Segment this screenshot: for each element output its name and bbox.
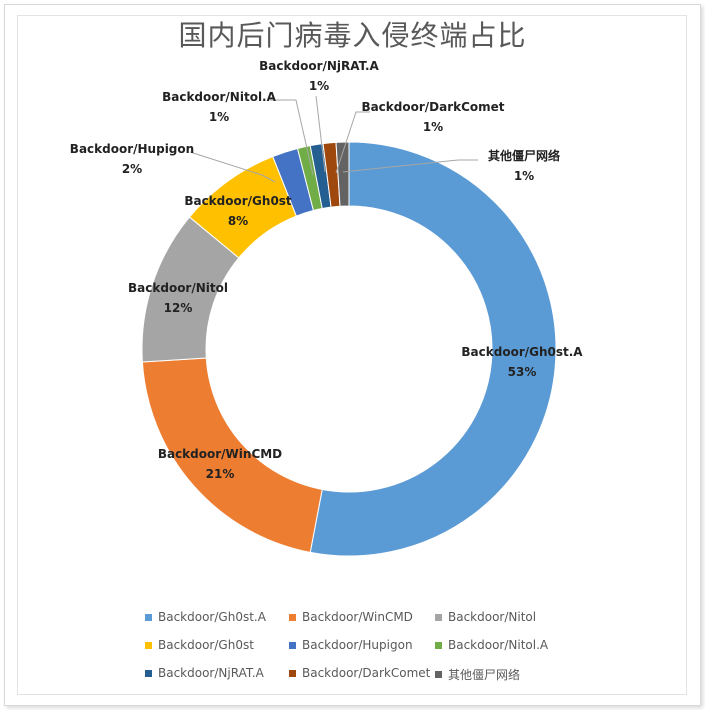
legend-label: 其他僵尸网络 bbox=[448, 668, 521, 682]
donut-slice-8 bbox=[335, 141, 350, 207]
slice-percent-label-3: 8% bbox=[228, 214, 248, 228]
slice-percent-label-8: 1% bbox=[514, 169, 534, 183]
leader-line-7 bbox=[335, 111, 370, 174]
slice-percent-label-2: 12% bbox=[164, 301, 193, 315]
slice-percent-label-7: 1% bbox=[423, 120, 443, 134]
slice-percent-label-6: 1% bbox=[309, 79, 329, 93]
slice-percent-label-4: 2% bbox=[122, 162, 142, 176]
slice-name-label-1: Backdoor/WinCMD bbox=[158, 447, 282, 461]
legend-label: Backdoor/WinCMD bbox=[302, 610, 413, 624]
slice-percent-label-5: 1% bbox=[209, 110, 229, 124]
donut-slice-0 bbox=[309, 141, 557, 557]
legend-swatch bbox=[145, 613, 152, 621]
legend-label: Backdoor/DarkComet bbox=[302, 666, 431, 680]
legend-swatch bbox=[435, 641, 442, 649]
leader-line-4 bbox=[189, 151, 276, 183]
legend-item-1: Backdoor/WinCMD bbox=[289, 610, 413, 624]
chart-title: 国内后门病毒入侵终端占比 bbox=[178, 19, 527, 52]
legend-label: Backdoor/Nitol bbox=[448, 610, 537, 624]
legend-label: Backdoor/Gh0st bbox=[158, 638, 254, 652]
legend-item-0: Backdoor/Gh0st.A bbox=[145, 610, 266, 624]
chart-legend: Backdoor/Gh0st.A Backdoor/WinCMD Backdoor/… bbox=[145, 610, 565, 696]
legend-label: Backdoor/NjRAT.A bbox=[158, 666, 264, 680]
slice-name-label-2: Backdoor/Nitol bbox=[128, 281, 228, 295]
slice-name-label-4: Backdoor/Hupigon bbox=[70, 142, 194, 156]
legend-label: Backdoor/Gh0st.A bbox=[158, 610, 266, 624]
slice-name-label-8: 其他僵尸网络 bbox=[488, 148, 560, 163]
legend-swatch bbox=[435, 613, 442, 621]
slice-name-label-7: Backdoor/DarkComet bbox=[361, 100, 504, 114]
legend-swatch bbox=[145, 669, 152, 677]
legend-label: Backdoor/Hupigon bbox=[302, 638, 413, 652]
slice-name-label-5: Backdoor/Nitol.A bbox=[162, 90, 277, 104]
slice-name-label-3: Backdoor/Gh0st bbox=[184, 194, 292, 208]
legend-item-7: Backdoor/DarkComet bbox=[289, 666, 430, 680]
legend-swatch bbox=[289, 613, 296, 621]
slice-percent-label-0: 53% bbox=[508, 365, 537, 379]
leader-line-8 bbox=[342, 159, 478, 173]
legend-swatch bbox=[145, 641, 152, 649]
legend-item-3: Backdoor/Gh0st bbox=[145, 638, 254, 652]
legend-item-2: Backdoor/Nitol bbox=[435, 610, 536, 624]
legend-item-4: Backdoor/Hupigon bbox=[289, 638, 413, 652]
legend-item-6: Backdoor/NjRAT.A bbox=[145, 666, 264, 680]
slice-name-label-0: Backdoor/Gh0st.A bbox=[461, 345, 583, 359]
chart-area bbox=[17, 15, 687, 695]
legend-swatch bbox=[289, 669, 296, 677]
chart-frame bbox=[4, 4, 701, 706]
slice-name-label-6: Backdoor/NjRAT.A bbox=[259, 59, 379, 73]
leader-line-5 bbox=[270, 99, 314, 176]
legend-item-5: Backdoor/Nitol.A bbox=[435, 638, 548, 652]
slice-percent-label-1: 21% bbox=[206, 467, 235, 481]
legend-label: Backdoor/Nitol.A bbox=[448, 638, 549, 652]
leader-line-6 bbox=[315, 95, 326, 173]
legend-swatch bbox=[289, 641, 296, 649]
legend-item-8: 其他僵尸网络 bbox=[435, 666, 520, 683]
legend-swatch bbox=[435, 671, 442, 678]
